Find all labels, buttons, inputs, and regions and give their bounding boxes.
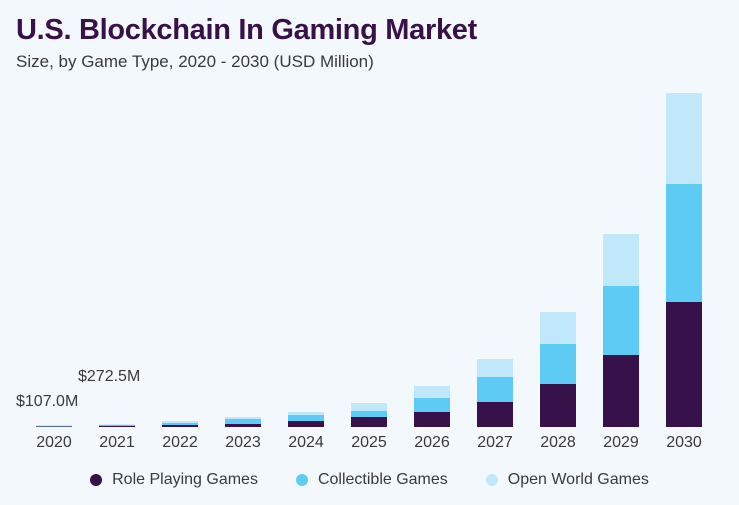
legend-label: Open World Games	[507, 471, 649, 488]
bar-segment-2027-2	[477, 359, 513, 377]
data-label: $107.0M	[16, 393, 78, 410]
bar-segment-2029-2	[603, 234, 639, 286]
legend: Role Playing Games Collectible Games Open …	[0, 471, 739, 489]
bar-segment-2027-0	[477, 402, 513, 427]
bar-segment-2020-1	[36, 425, 72, 427]
x-tick-label: 2024	[288, 434, 324, 451]
x-tick-label: 2025	[351, 434, 387, 451]
bar-segment-2021-0	[99, 426, 135, 427]
x-tick-label: 2022	[162, 434, 198, 451]
bar-segment-2024-1	[288, 415, 324, 421]
legend-item: Role Playing Games	[90, 471, 258, 489]
bar-segment-2027-1	[477, 377, 513, 402]
legend-label: Collectible Games	[317, 471, 448, 488]
bar-segment-2030-2	[666, 93, 702, 184]
x-tick-label: 2021	[99, 434, 135, 451]
bar-segment-2023-2	[225, 417, 261, 419]
x-tick-label: 2027	[477, 434, 513, 451]
bar-segment-2026-1	[414, 398, 450, 412]
legend-item: Collectible Games	[295, 471, 448, 489]
data-label: $272.5M	[78, 368, 140, 385]
bar-segment-2029-0	[603, 355, 639, 427]
bar-segment-2022-1	[162, 423, 198, 425]
legend-item: Open World Games	[485, 471, 649, 489]
bar-segment-2028-2	[540, 312, 576, 344]
legend-dot-icon	[485, 474, 498, 486]
bar-segment-2024-0	[288, 421, 324, 427]
bar-segment-2020-0	[36, 426, 72, 427]
x-tick-label: 2030	[666, 434, 702, 451]
bar-segment-2022-0	[162, 425, 198, 427]
x-tick-label: 2023	[225, 434, 261, 451]
bar-segment-2025-1	[351, 411, 387, 417]
legend-dot-icon	[295, 474, 308, 486]
legend-dot-icon	[90, 474, 103, 486]
x-tick-label: 2020	[36, 434, 72, 451]
bar-segment-2021-2	[99, 424, 135, 425]
bar-segment-2028-0	[540, 384, 576, 427]
legend-label: Role Playing Games	[112, 471, 258, 488]
bar-segment-2026-2	[414, 386, 450, 398]
chart-subtitle: Size, by Game Type, 2020 - 2030 (USD Mil…	[16, 52, 374, 71]
x-tick-label: 2029	[603, 434, 639, 451]
x-tick-label: 2026	[414, 434, 450, 451]
bar-segment-2020-2	[36, 425, 72, 426]
bar-segment-2029-1	[603, 286, 639, 355]
bar-segment-2023-0	[225, 424, 261, 427]
bar-segment-2025-0	[351, 417, 387, 427]
bar-segment-2026-0	[414, 412, 450, 427]
x-tick-label: 2028	[540, 434, 576, 451]
bar-segment-2023-1	[225, 419, 261, 424]
bar-segment-2030-0	[666, 302, 702, 427]
bar-segment-2024-2	[288, 412, 324, 415]
bar-segment-2028-1	[540, 344, 576, 384]
bar-segment-2030-1	[666, 184, 702, 302]
bar-segment-2025-2	[351, 403, 387, 411]
bar-segment-2021-1	[99, 425, 135, 426]
chart-title: U.S. Blockchain In Gaming Market	[16, 14, 477, 46]
bar-segment-2022-2	[162, 421, 198, 423]
